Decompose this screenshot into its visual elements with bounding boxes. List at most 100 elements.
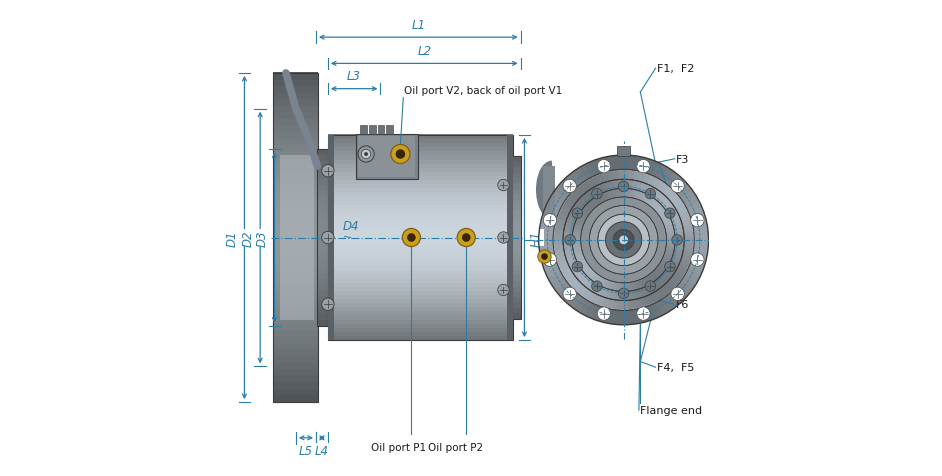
Wedge shape [660,295,676,313]
Bar [273,198,318,205]
Bar [328,229,513,234]
Bar [273,369,318,376]
Bar [317,249,328,256]
Bar [512,194,521,200]
Bar [512,178,521,184]
Wedge shape [580,181,624,240]
Wedge shape [624,240,671,297]
Bar [273,343,318,350]
Wedge shape [597,240,624,307]
Bar [358,137,415,178]
Wedge shape [653,163,668,181]
Wedge shape [685,199,702,214]
Wedge shape [574,297,590,314]
Wedge shape [617,310,627,325]
Bar [512,227,521,233]
Bar [273,270,318,278]
Wedge shape [637,157,650,174]
Bar [273,317,318,323]
Wedge shape [545,267,563,282]
Wedge shape [578,240,624,298]
Text: Oil port P1: Oil port P1 [371,442,426,452]
Circle shape [665,208,675,219]
Bar [273,165,318,172]
Wedge shape [554,229,624,240]
Wedge shape [608,240,624,309]
Bar [273,132,318,139]
Text: F3: F3 [676,155,690,164]
Bar [328,242,513,246]
Wedge shape [645,304,659,321]
Wedge shape [587,240,624,304]
Bar [273,264,318,271]
Circle shape [396,150,405,159]
Bar [273,80,318,87]
Text: D2: D2 [241,230,254,246]
Bar [317,243,328,250]
Circle shape [645,189,656,199]
Text: D1: D1 [226,230,238,246]
Bar [328,160,513,164]
Bar [512,307,521,314]
Bar [273,178,318,186]
Bar [617,147,630,157]
Wedge shape [624,240,682,286]
Wedge shape [553,185,571,202]
Wedge shape [582,162,597,180]
Wedge shape [555,281,573,298]
Bar [328,176,513,181]
Bar [328,295,513,299]
Bar [273,126,318,133]
Circle shape [672,235,682,246]
Wedge shape [640,306,653,323]
Wedge shape [624,193,680,240]
Bar [317,314,328,320]
Bar [328,307,513,312]
Circle shape [671,180,684,193]
Wedge shape [563,289,580,307]
Bar [317,255,328,261]
Bar [328,274,513,279]
Wedge shape [556,240,624,265]
Wedge shape [624,238,693,246]
Circle shape [541,254,548,260]
Wedge shape [577,165,592,183]
Bar [273,290,318,297]
Bar [328,184,513,189]
Circle shape [572,262,582,272]
Wedge shape [561,176,578,193]
Wedge shape [680,274,698,290]
Wedge shape [624,240,648,308]
Wedge shape [592,305,605,322]
Wedge shape [624,240,692,257]
Wedge shape [590,176,624,240]
Wedge shape [569,191,624,240]
Wedge shape [567,240,624,288]
Circle shape [590,206,658,275]
Circle shape [402,229,420,247]
Bar [273,323,318,330]
Bar [317,232,328,238]
Wedge shape [642,159,657,176]
Bar [273,231,318,238]
Wedge shape [554,240,624,248]
Wedge shape [539,246,556,257]
Bar [386,126,393,135]
Bar [273,395,318,402]
Wedge shape [597,307,610,324]
Wedge shape [624,240,674,293]
Bar [273,244,318,251]
Bar [512,216,521,222]
Bar [328,254,513,258]
Bar [328,135,513,140]
Text: D3: D3 [255,230,268,246]
Bar [328,213,513,218]
Circle shape [563,288,577,301]
Wedge shape [610,171,624,240]
Text: L4: L4 [315,444,329,457]
Wedge shape [692,224,708,235]
Bar [328,250,513,254]
Wedge shape [667,174,684,191]
Bar [317,185,328,191]
Wedge shape [599,173,624,240]
